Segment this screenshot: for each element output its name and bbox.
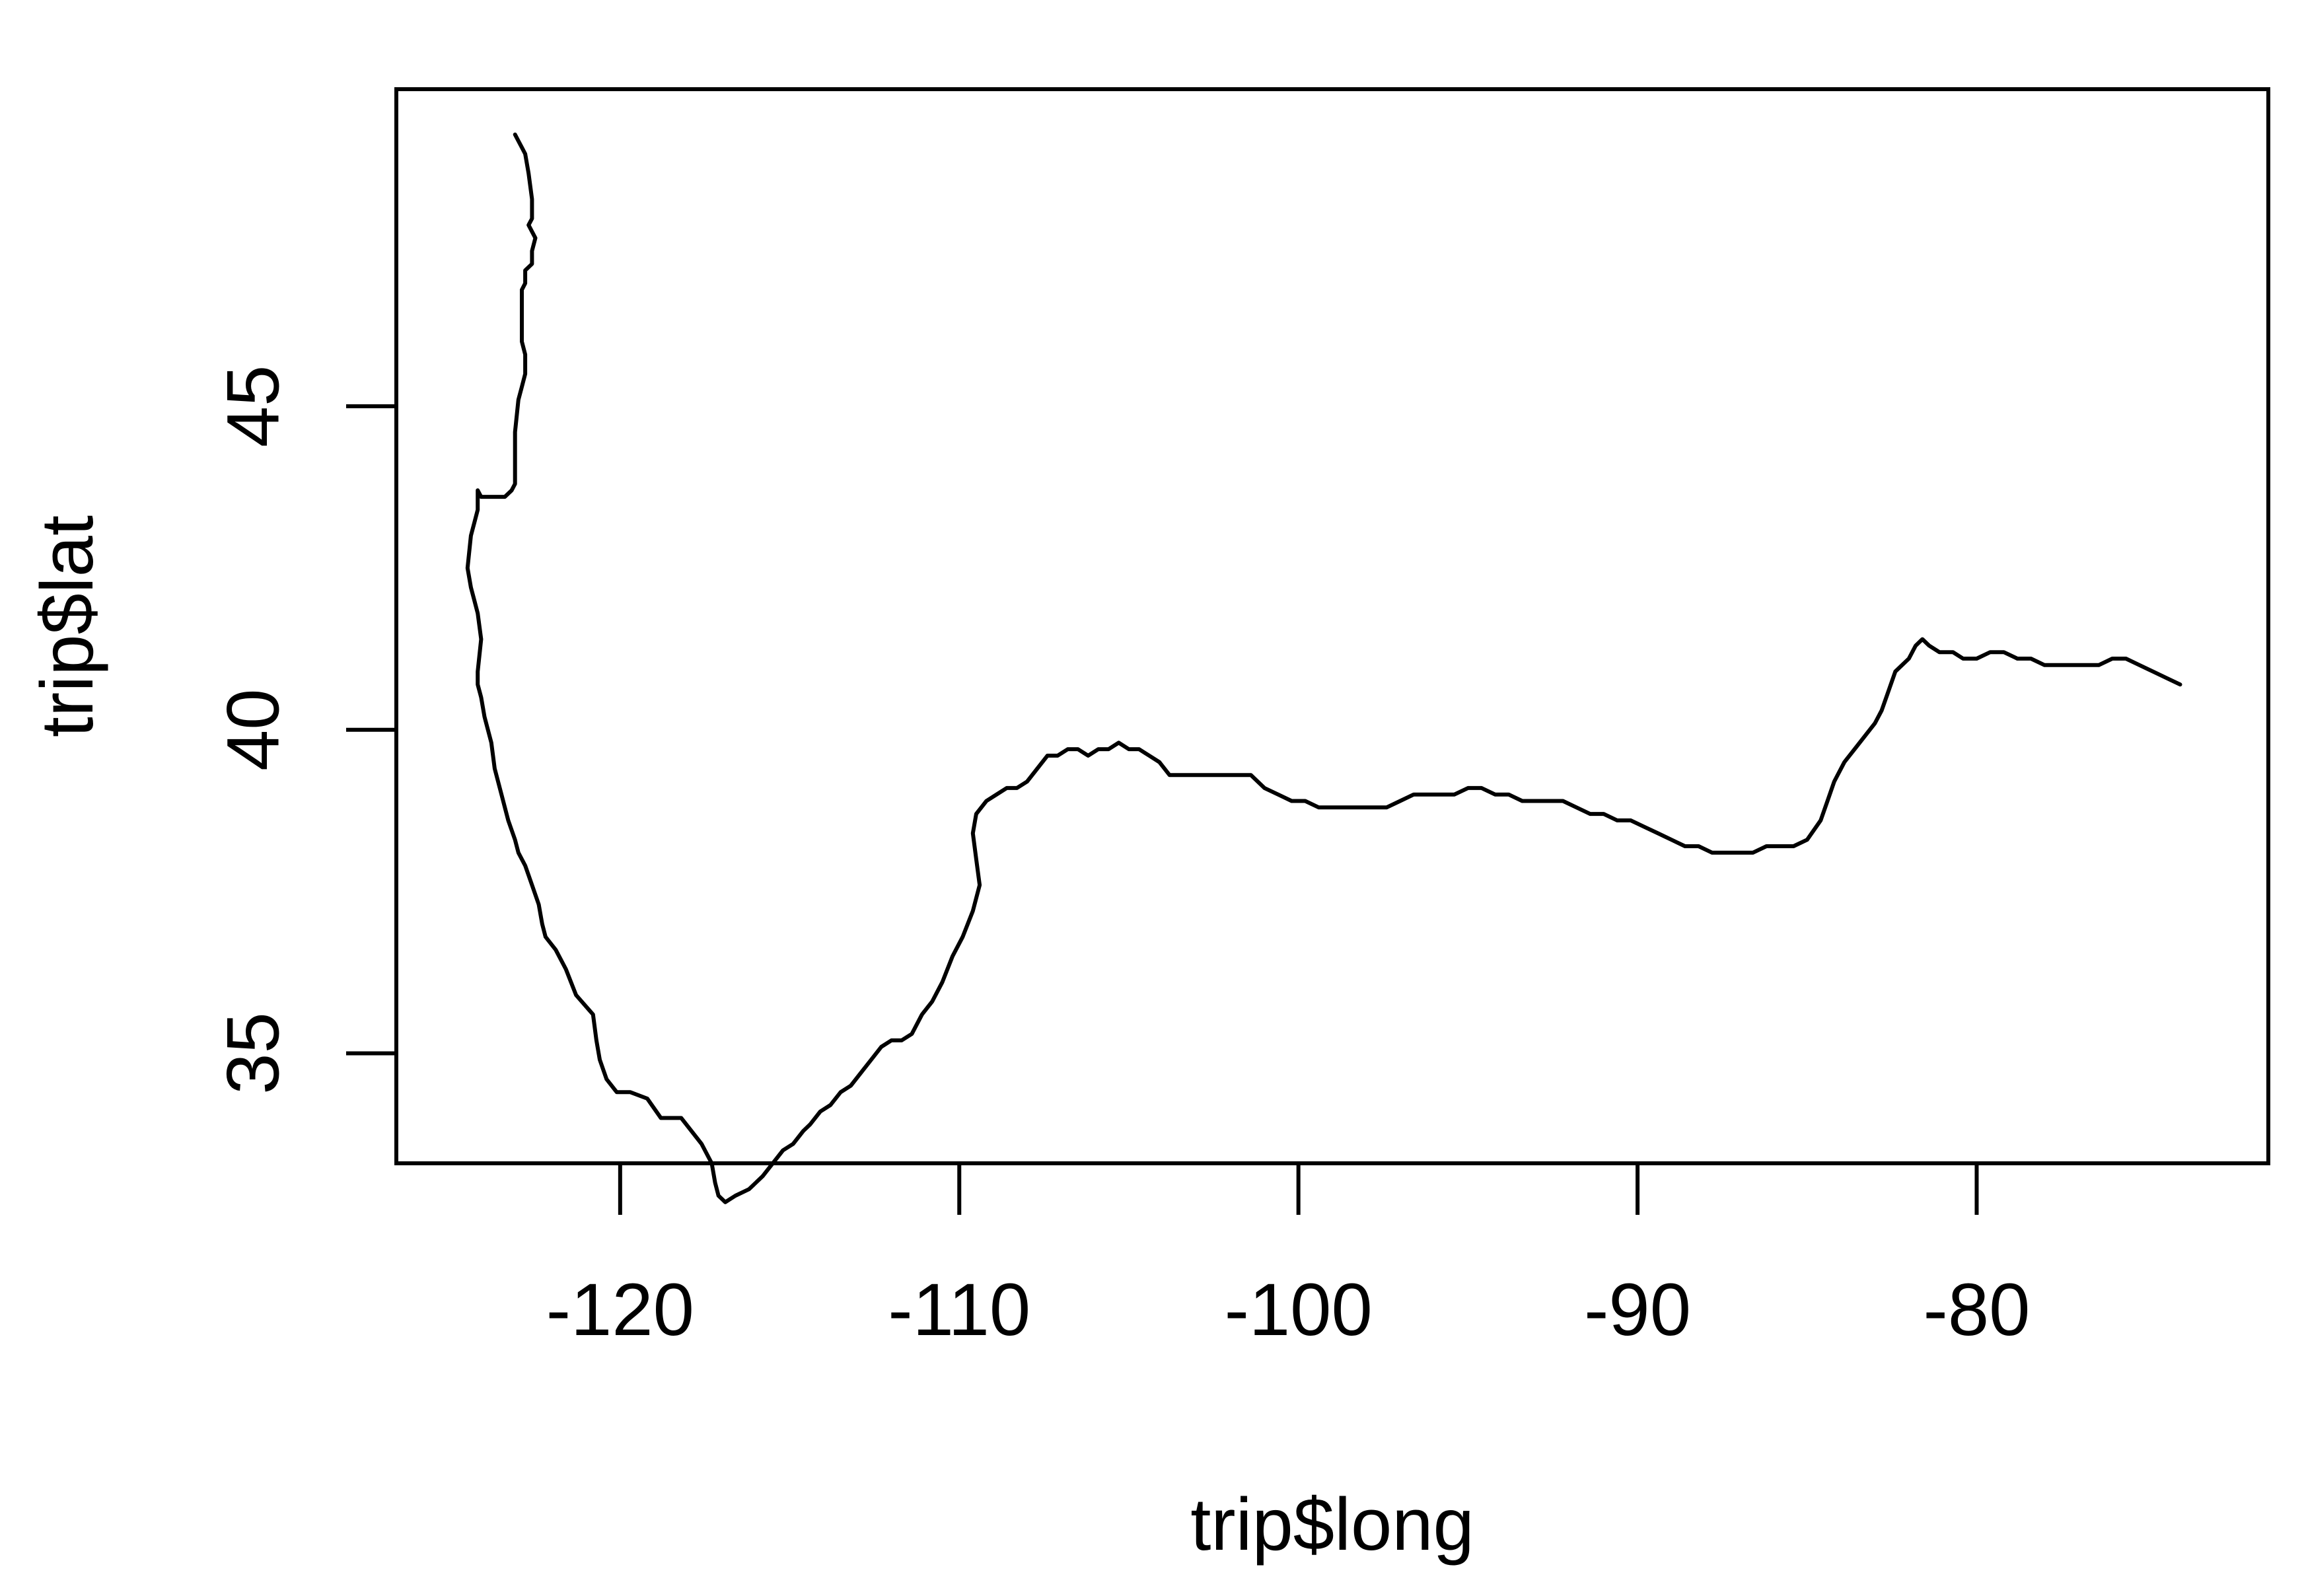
x-tick-label: -90 — [1584, 1268, 1691, 1351]
y-tick-label: 40 — [212, 688, 295, 771]
plot-frame — [394, 87, 2270, 1165]
y-axis: 35 40 45 — [212, 365, 396, 1095]
y-tick-label: 45 — [212, 365, 295, 448]
y-axis-title: trip$lat — [26, 515, 108, 737]
x-tick-label: -120 — [546, 1268, 694, 1351]
x-axis: -120 -110 -100 -90 -80 — [546, 1163, 2031, 1351]
x-tick-label: -100 — [1225, 1268, 1373, 1351]
y-tick-label: 35 — [212, 1012, 295, 1095]
x-axis-title: trip$long — [1190, 1483, 1474, 1566]
x-tick-label: -110 — [888, 1268, 1030, 1351]
series-layer — [465, 132, 2182, 1204]
x-tick-label: -80 — [1924, 1268, 2031, 1351]
series-line — [465, 132, 2182, 1204]
